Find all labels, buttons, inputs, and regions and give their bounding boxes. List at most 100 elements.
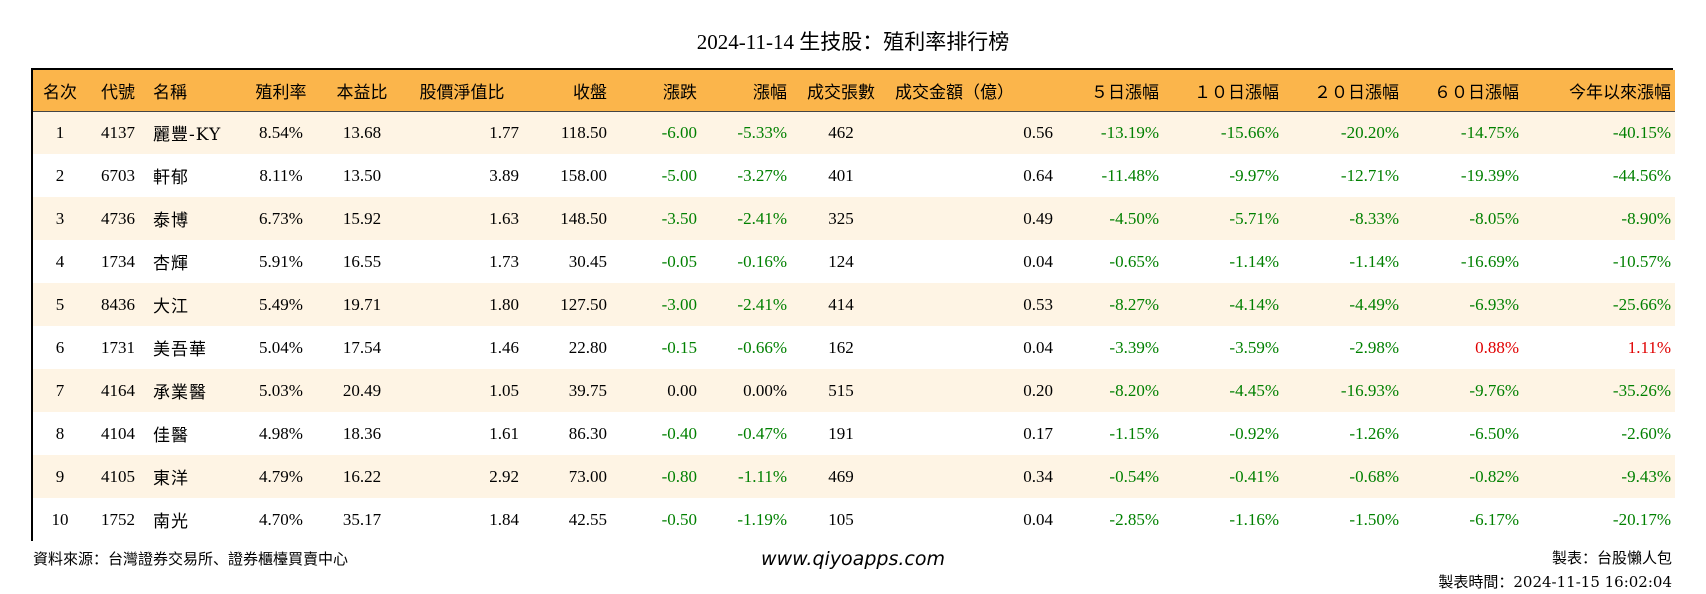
- cell-change-10d: -9.97%: [1229, 165, 1279, 185]
- cell-change-5d: -0.54%: [1109, 466, 1159, 486]
- cell-yield: 5.49%: [259, 294, 303, 314]
- cell-change-60d: 0.88%: [1475, 337, 1519, 357]
- cell-pe-ratio: 19.71: [342, 294, 382, 314]
- table-row: 1 4137 麗豐-KY 8.54% 13.68 1.77 118.50 -6.00 -5.33…: [33, 111, 1675, 154]
- cell-change-pct: -0.66%: [737, 337, 787, 357]
- cell-change-ytd: -20.17%: [1612, 509, 1671, 529]
- cell-close: 127.50: [560, 294, 607, 314]
- cell-pb-ratio: 1.05: [489, 380, 519, 400]
- cell-change-10d: -15.66%: [1220, 122, 1279, 142]
- cell-change-ytd: -40.15%: [1612, 122, 1671, 142]
- table-row: 6 1731 美吾華 5.04% 17.54 1.46 22.80 -0.15 -0.66% 16…: [33, 326, 1675, 369]
- ranking-table-container: 名次 代號 名稱 殖利率 本益比 股價淨值比 收盤 漲跌 漲幅 成交張數 成交金額（億） ５日漲幅 １０…: [31, 68, 1675, 541]
- table-row: 10 1752 南光 4.70% 35.17 1.84 42.55 -0.50 -1.19% 10…: [33, 498, 1675, 541]
- cell-change: -0.15: [661, 337, 697, 357]
- cell-pb-ratio: 1.73: [489, 251, 519, 271]
- cell-name: 南光: [153, 512, 189, 532]
- cell-turnover: 0.49: [1023, 208, 1053, 228]
- cell-change-60d: -6.50%: [1469, 423, 1519, 443]
- cell-change-pct: -0.47%: [737, 423, 787, 443]
- column-header-change-ytd: 今年以來漲幅: [1569, 82, 1671, 103]
- cell-code: 1731: [101, 337, 135, 357]
- cell-change-5d: -13.19%: [1100, 122, 1159, 142]
- cell-yield: 4.98%: [259, 423, 303, 443]
- cell-close: 39.75: [568, 380, 607, 400]
- table-body: 1 4137 麗豐-KY 8.54% 13.68 1.77 118.50 -6.00 -5.33…: [33, 111, 1675, 541]
- cell-rank: 1: [55, 122, 65, 142]
- column-header-change-5d: ５日漲幅: [1091, 82, 1159, 103]
- cell-close: 158.00: [560, 165, 607, 185]
- cell-code: 6703: [101, 165, 135, 185]
- cell-change: -0.05: [661, 251, 697, 271]
- column-header-rank: 名次: [43, 82, 77, 103]
- cell-name: 美吾華: [153, 340, 207, 360]
- column-header-pe-ratio: 本益比: [336, 82, 388, 103]
- cell-change: -0.80: [661, 466, 697, 486]
- cell-turnover: 0.34: [1023, 466, 1053, 486]
- cell-rank: 10: [51, 509, 69, 529]
- cell-close: 118.50: [560, 122, 607, 142]
- cell-change-5d: -11.48%: [1101, 165, 1159, 185]
- column-header-pb-ratio: 股價淨值比: [419, 82, 505, 103]
- cell-pe-ratio: 15.92: [342, 208, 382, 228]
- cell-volume: 325: [828, 208, 854, 228]
- cell-change-60d: -8.05%: [1469, 208, 1519, 228]
- cell-volume: 414: [828, 294, 854, 314]
- cell-pe-ratio: 16.55: [342, 251, 382, 271]
- cell-turnover: 0.17: [1023, 423, 1053, 443]
- column-header-name: 名稱: [153, 82, 187, 103]
- cell-yield: 8.54%: [259, 122, 303, 142]
- cell-turnover: 0.56: [1023, 122, 1053, 142]
- cell-change-pct: -2.41%: [737, 208, 787, 228]
- cell-name: 東洋: [153, 469, 189, 489]
- cell-close: 30.45: [568, 251, 607, 271]
- cell-close: 73.00: [568, 466, 607, 486]
- cell-change-60d: -16.69%: [1460, 251, 1519, 271]
- cell-yield: 6.73%: [259, 208, 303, 228]
- cell-change-pct: -1.11%: [738, 466, 787, 486]
- cell-change-ytd: -35.26%: [1612, 380, 1671, 400]
- cell-change-60d: -19.39%: [1460, 165, 1519, 185]
- cell-change-ytd: 1.11%: [1627, 337, 1671, 357]
- cell-change-5d: -4.50%: [1109, 208, 1159, 228]
- cell-change-ytd: -2.60%: [1621, 423, 1671, 443]
- cell-change-10d: -4.45%: [1229, 380, 1279, 400]
- cell-code: 4164: [101, 380, 135, 400]
- cell-pe-ratio: 35.17: [342, 509, 382, 529]
- cell-change-10d: -1.16%: [1229, 509, 1279, 529]
- cell-change-ytd: -44.56%: [1612, 165, 1671, 185]
- cell-code: 4736: [101, 208, 135, 228]
- cell-volume: 401: [828, 165, 854, 185]
- cell-pb-ratio: 1.46: [489, 337, 519, 357]
- cell-name: 佳醫: [153, 426, 189, 446]
- cell-change: -3.50: [661, 208, 697, 228]
- cell-pb-ratio: 2.92: [489, 466, 519, 486]
- maker-info: 製表：台股懶人包 製表時間：2024-11-15 16:02:04: [1438, 546, 1672, 594]
- maker-label: 製表：台股懶人包: [1551, 549, 1672, 567]
- cell-pe-ratio: 18.36: [342, 423, 382, 443]
- cell-change-10d: -5.71%: [1229, 208, 1279, 228]
- cell-turnover: 0.04: [1023, 509, 1053, 529]
- cell-change-20d: -8.33%: [1349, 208, 1399, 228]
- cell-yield: 4.70%: [259, 509, 303, 529]
- cell-change-10d: -1.14%: [1229, 251, 1279, 271]
- cell-volume: 462: [828, 122, 854, 142]
- cell-change-20d: -16.93%: [1340, 380, 1399, 400]
- cell-yield: 5.03%: [259, 380, 303, 400]
- website-link[interactable]: www.qiyoapps.com: [761, 548, 945, 570]
- cell-pe-ratio: 16.22: [342, 466, 382, 486]
- cell-close: 22.80: [568, 337, 607, 357]
- column-header-change-10d: １０日漲幅: [1194, 82, 1279, 103]
- cell-change-20d: -1.50%: [1349, 509, 1399, 529]
- column-header-code: 代號: [101, 82, 135, 103]
- cell-change-5d: -1.15%: [1109, 423, 1159, 443]
- ranking-table: 名次 代號 名稱 殖利率 本益比 股價淨值比 收盤 漲跌 漲幅 成交張數 成交金額（億） ５日漲幅 １０…: [33, 70, 1675, 541]
- cell-pb-ratio: 1.63: [489, 208, 519, 228]
- table-row: 9 4105 東洋 4.79% 16.22 2.92 73.00 -0.80 -1.11% 469…: [33, 455, 1675, 498]
- cell-change-5d: -8.20%: [1109, 380, 1159, 400]
- cell-change-20d: -1.14%: [1349, 251, 1399, 271]
- cell-rank: 5: [55, 294, 65, 314]
- cell-change-pct: 0.00%: [743, 380, 787, 400]
- cell-change-20d: -4.49%: [1349, 294, 1399, 314]
- cell-name: 大江: [153, 297, 189, 317]
